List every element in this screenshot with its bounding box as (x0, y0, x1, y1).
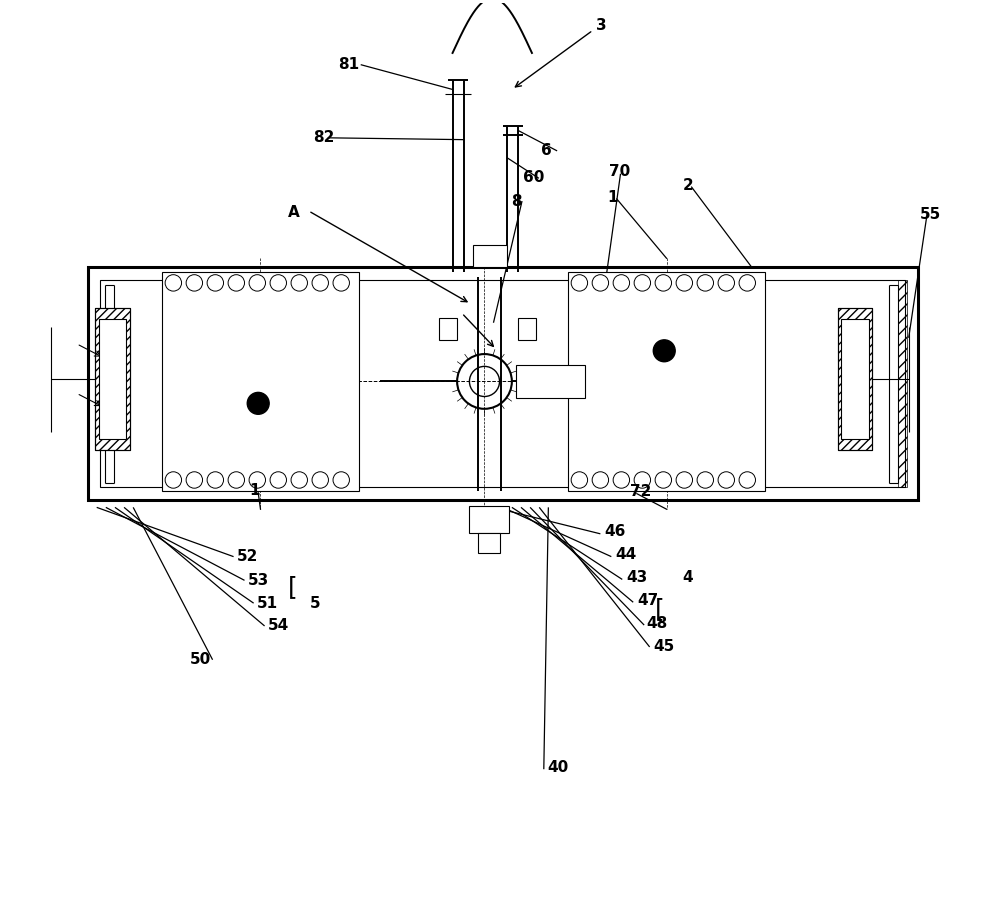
Circle shape (653, 340, 675, 362)
Bar (95, 308, 130, 450)
Bar (478, 533, 500, 553)
Text: 70: 70 (609, 164, 631, 179)
Text: [: [ (655, 598, 665, 621)
Text: 44: 44 (615, 547, 636, 563)
Text: 46: 46 (604, 524, 625, 540)
Text: 2: 2 (682, 178, 693, 193)
Bar (568, 272, 765, 491)
Text: 40: 40 (547, 760, 569, 775)
Text: 51: 51 (257, 596, 278, 610)
Text: 60: 60 (523, 171, 544, 185)
Text: 6: 6 (541, 143, 552, 158)
Bar (898, 280, 907, 487)
Text: 4: 4 (682, 570, 693, 585)
Text: 45: 45 (653, 639, 675, 654)
Bar (95, 308, 130, 450)
Bar (838, 308, 872, 450)
Text: 47: 47 (637, 593, 658, 608)
Bar (841, 319, 869, 439)
Text: 55: 55 (920, 207, 941, 222)
Bar (88, 267, 918, 500)
Text: 54: 54 (268, 619, 289, 633)
Text: 3: 3 (596, 18, 606, 33)
Text: 43: 43 (626, 570, 647, 585)
Text: 81: 81 (338, 57, 360, 73)
Bar (516, 365, 585, 397)
Text: 53: 53 (248, 573, 269, 588)
Text: [: [ (288, 575, 298, 599)
Bar (100, 280, 905, 487)
Text: 50: 50 (190, 652, 211, 667)
Bar (469, 506, 509, 533)
Text: 5: 5 (310, 596, 321, 610)
Bar (473, 244, 507, 267)
Text: 1: 1 (249, 484, 260, 498)
Text: 52: 52 (237, 549, 259, 565)
Text: 1: 1 (608, 190, 618, 205)
Bar (518, 318, 536, 341)
Bar (838, 308, 872, 450)
Text: 72: 72 (630, 485, 651, 499)
Bar (99, 319, 126, 439)
Text: 8: 8 (511, 195, 522, 209)
Circle shape (247, 392, 269, 414)
Bar (162, 272, 359, 491)
Bar (439, 318, 457, 341)
Text: 48: 48 (646, 616, 667, 631)
Text: 82: 82 (313, 130, 334, 145)
Text: A: A (288, 205, 300, 220)
